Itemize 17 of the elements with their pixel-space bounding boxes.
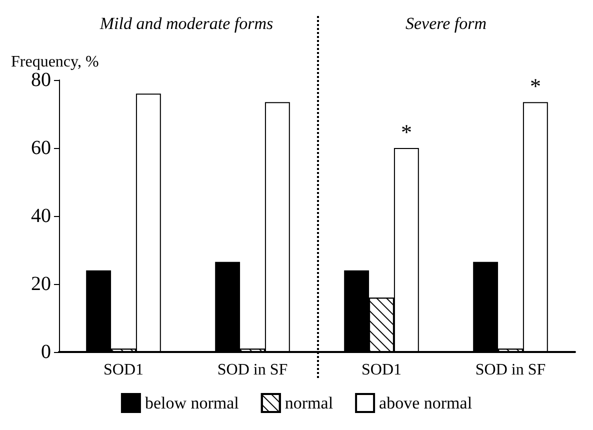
- y-axis-title: Frequency, %: [11, 54, 99, 71]
- legend-label: normal: [284, 394, 334, 412]
- x-tick-label: SOD1: [361, 362, 402, 378]
- x-tick-label: SOD in SF: [475, 362, 546, 378]
- legend-label: below normal: [144, 394, 240, 412]
- data-label: *: [530, 74, 541, 99]
- x-tick-label: SOD in SF: [217, 362, 288, 378]
- y-tick-label: 40: [31, 205, 51, 227]
- x-tick-label: SOD1: [103, 362, 144, 378]
- text: Severe form: [405, 14, 487, 34]
- y-tick-label: 20: [31, 273, 51, 295]
- y-tick-label: 0: [41, 341, 51, 363]
- y-tick-label: 60: [31, 137, 51, 159]
- legend-label: above normal: [379, 394, 472, 412]
- data-label: *: [400, 120, 412, 144]
- y-tick-label: 80: [31, 69, 51, 91]
- text: Mild and moderate forms: [100, 14, 274, 34]
